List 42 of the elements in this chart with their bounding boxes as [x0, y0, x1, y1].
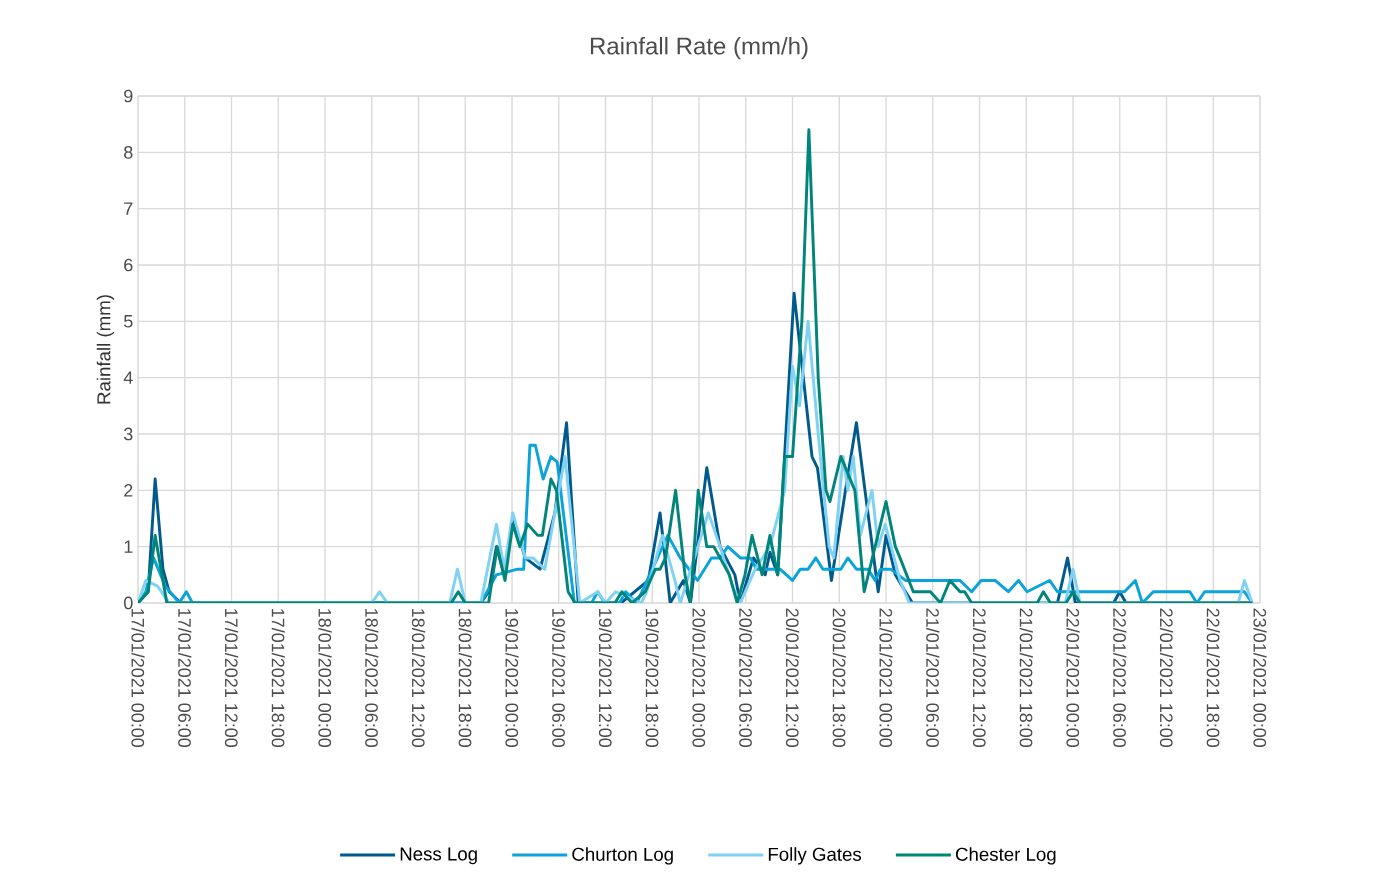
- x-tick-label: 20/01/2021 12:00: [785, 608, 800, 748]
- line-series: [138, 128, 1254, 603]
- x-tick-label: 17/01/2021 18:00: [271, 609, 285, 748]
- legend-label: Ness Log: [400, 847, 477, 865]
- legend-label: Folly Gates: [768, 847, 862, 865]
- y-tick-label: 3: [123, 427, 133, 441]
- y-tick-label: 4: [123, 371, 133, 384]
- y-tick-label: 8: [124, 145, 133, 159]
- x-tick-label: 19/01/2021 00:00: [505, 609, 519, 748]
- x-tick-label: 17/01/2021 00:00: [131, 609, 145, 748]
- x-tick-label: 22/01/2021 12:00: [1159, 608, 1174, 748]
- y-axis-title: Rainfall (mm): [96, 295, 115, 404]
- x-tick-label: 21/01/2021 06:00: [926, 608, 940, 748]
- x-tick-label: 23/01/2021 00:00: [1253, 608, 1267, 748]
- y-tick-label: 6: [124, 258, 133, 272]
- x-tick-label: 21/01/2021 00:00: [879, 608, 893, 748]
- x-tick-label: 22/01/2021 00:00: [1066, 608, 1080, 748]
- x-tick-label: 18/01/2021 06:00: [365, 609, 379, 748]
- x-tick-label: 22/01/2021 06:00: [1113, 608, 1127, 748]
- x-tick-label: 21/01/2021 18:00: [1019, 608, 1033, 748]
- y-tick-label: 9: [124, 89, 133, 103]
- y-tick-label: 0: [124, 596, 133, 610]
- x-tick-label: 19/01/2021 18:00: [645, 609, 659, 748]
- x-tick-label: 20/01/2021 06:00: [739, 608, 753, 748]
- y-tick-label: 1: [124, 540, 133, 553]
- y-tick-label: 5: [124, 315, 133, 328]
- x-tick-label: 18/01/2021 12:00: [411, 609, 426, 748]
- legend-label: Chester Log: [955, 847, 1056, 865]
- legend-label: Churton Log: [572, 847, 673, 865]
- chart-title: Rainfall Rate (mm/h): [590, 36, 808, 60]
- x-tick-label: 18/01/2021 18:00: [458, 609, 472, 748]
- x-tick-label: 18/01/2021 00:00: [318, 609, 332, 748]
- x-tick-label: 17/01/2021 06:00: [178, 609, 192, 748]
- x-tick-label: 17/01/2021 12:00: [224, 609, 239, 748]
- x-tick-label: 19/01/2021 12:00: [598, 609, 613, 748]
- y-tick-label: 7: [124, 202, 133, 215]
- x-tick-label: 20/01/2021 18:00: [832, 608, 846, 748]
- x-tick-label: 22/01/2021 18:00: [1206, 608, 1220, 748]
- x-tick-label: 21/01/2021 12:00: [972, 608, 987, 748]
- x-tick-label: 20/01/2021 00:00: [692, 608, 706, 748]
- y-tick-label: 2: [124, 484, 133, 497]
- x-tick-label: 19/01/2021 06:00: [552, 609, 566, 748]
